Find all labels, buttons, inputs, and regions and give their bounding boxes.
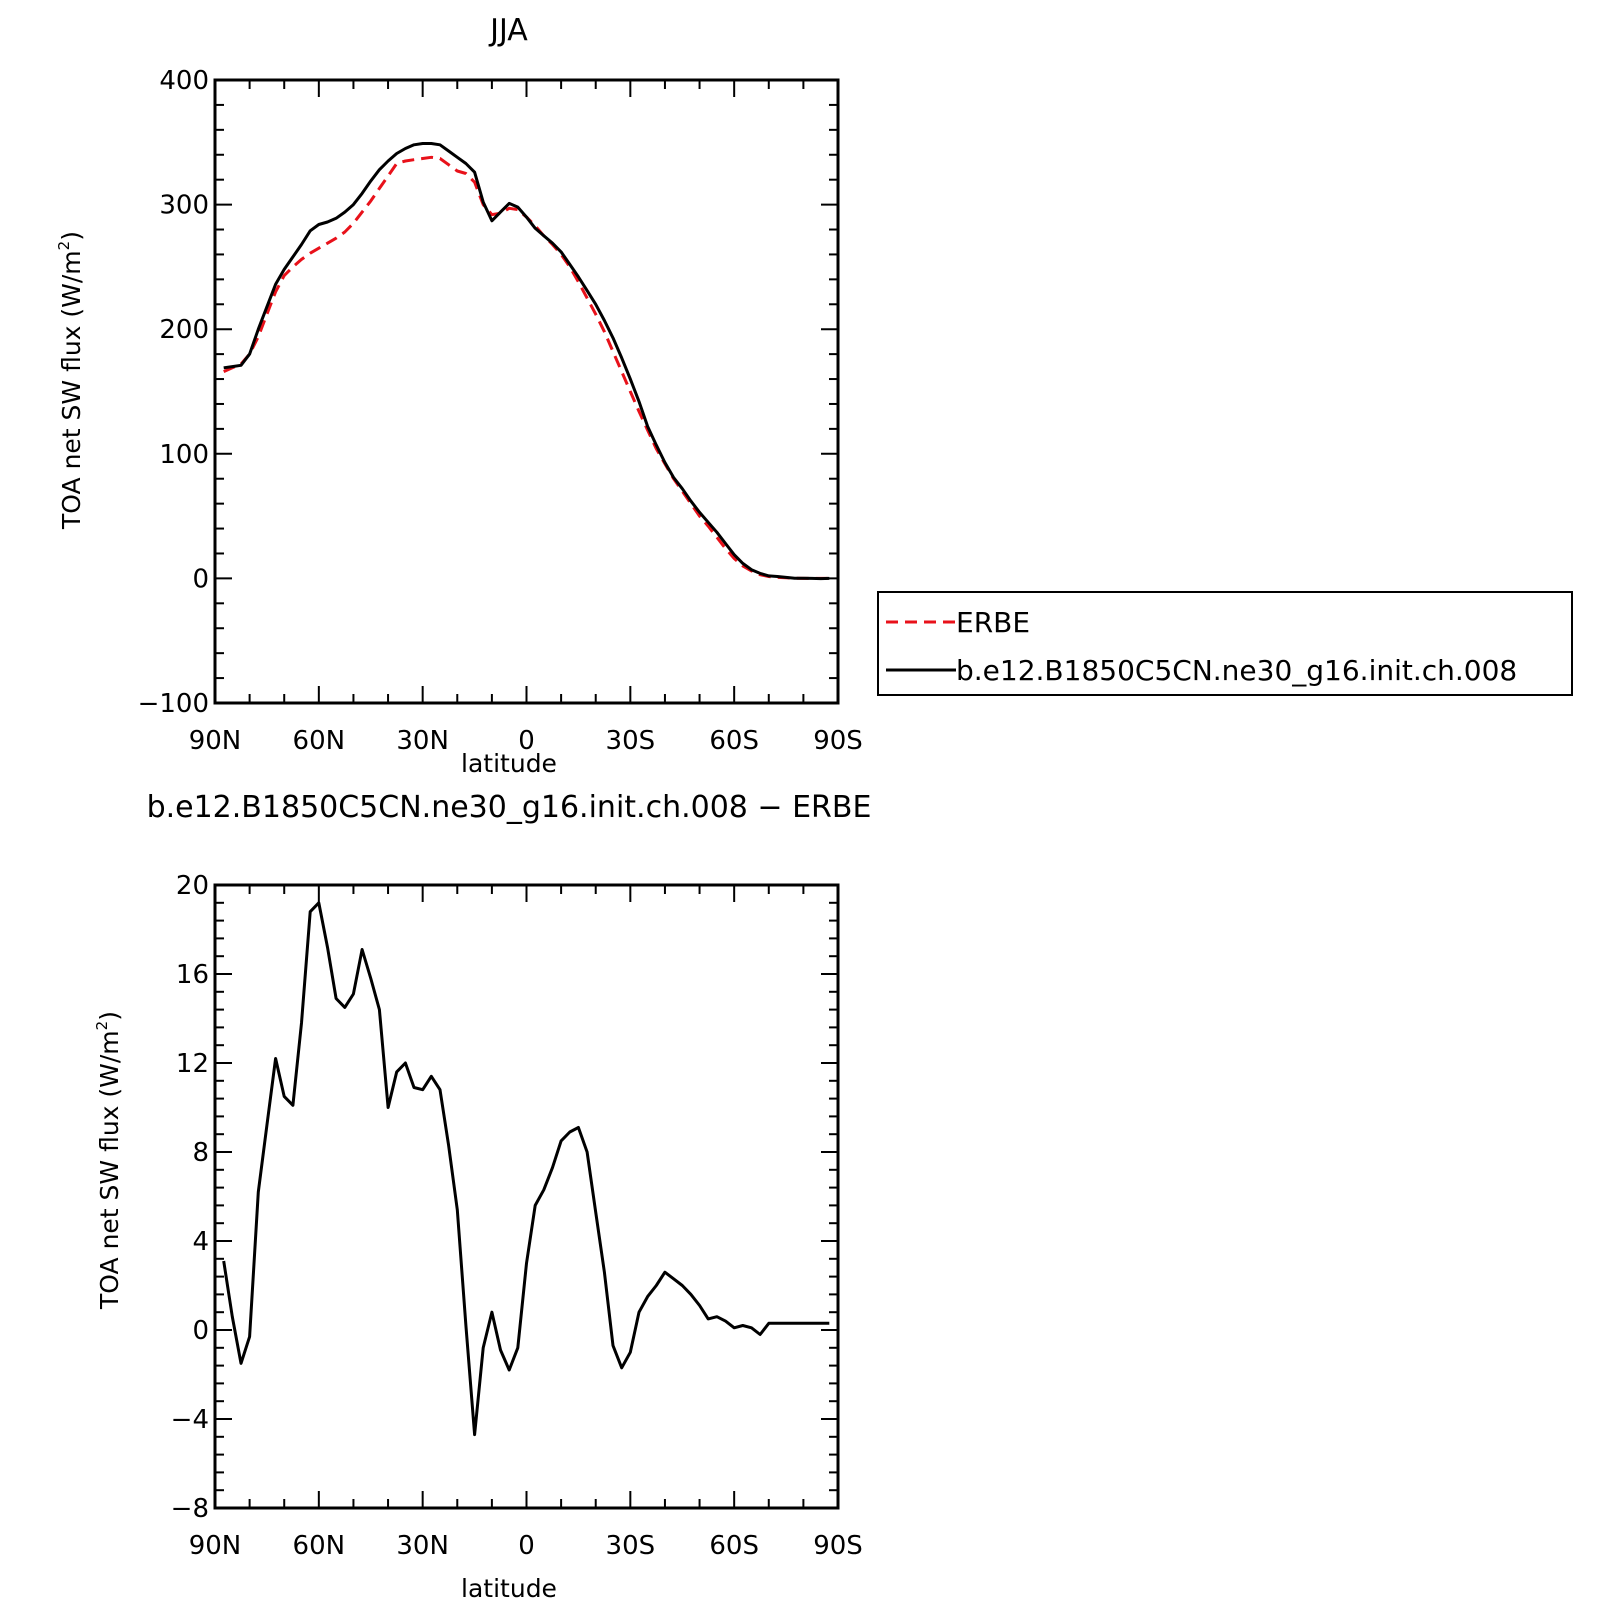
bottom-y-tick-label: 8 bbox=[192, 1138, 209, 1168]
top-x-tick-label: 30S bbox=[606, 726, 656, 756]
top-x-tick-label: 90N bbox=[189, 726, 242, 756]
legend-label-erbe: ERBE bbox=[956, 606, 1030, 639]
top-y-axis-title-main: TOA net SW flux (W/m bbox=[57, 250, 86, 530]
legend: ERBE b.e12.B1850C5CN.ne30_g16.init.ch.00… bbox=[877, 591, 1573, 696]
top-y-tick-label: 100 bbox=[159, 440, 209, 470]
bottom-y-tick-label: −4 bbox=[171, 1405, 209, 1435]
top-y-tick-label: −100 bbox=[138, 689, 209, 719]
bottom-series-line-difference bbox=[222, 901, 830, 1437]
bottom-chart-title: b.e12.B1850C5CN.ne30_g16.init.ch.008 − E… bbox=[147, 790, 872, 825]
bottom-y-axis-title: TOA net SW flux (W/m2) bbox=[93, 1011, 124, 1310]
bottom-panel: b.e12.B1850C5CN.ne30_g16.init.ch.008 − E… bbox=[93, 790, 871, 1603]
top-plot-area: 400 300 200 100 0 −100 90N 60N 30N 0 30S 60S 90S bbox=[138, 66, 863, 756]
bottom-x-tick-label: 60S bbox=[709, 1531, 759, 1561]
bottom-x-tick-label: 30N bbox=[396, 1531, 449, 1561]
top-x-tick-label: 90S bbox=[813, 726, 863, 756]
top-plot-frame bbox=[213, 78, 840, 705]
top-y-axis-title-superscript: 2 bbox=[55, 241, 73, 251]
bottom-y-axis-title-superscript: 2 bbox=[93, 1021, 111, 1031]
top-series-line-erbe bbox=[223, 155, 830, 580]
top-x-tick-label: 60S bbox=[709, 726, 759, 756]
top-x-axis-title: latitude bbox=[461, 749, 557, 778]
bottom-x-tick-label: 90N bbox=[189, 1531, 242, 1561]
bottom-x-tick-label: 30S bbox=[606, 1531, 656, 1561]
bottom-x-tick-label: 60N bbox=[293, 1531, 346, 1561]
bottom-plot-frame bbox=[213, 883, 840, 1510]
top-y-axis-title-close: ) bbox=[57, 231, 86, 241]
top-y-axis-title: TOA net SW flux (W/m2) bbox=[55, 231, 86, 530]
top-y-tick-label: 0 bbox=[192, 564, 209, 594]
top-x-tick-label: 0 bbox=[518, 726, 535, 756]
bottom-y-tick-label: 20 bbox=[176, 871, 209, 901]
top-y-tick-label: 300 bbox=[159, 191, 209, 221]
bottom-y-tick-label: 12 bbox=[176, 1049, 209, 1079]
top-x-tick-label: 60N bbox=[293, 726, 346, 756]
svg-text:TOA net SW flux (W/m2): TOA net SW flux (W/m2) bbox=[93, 1011, 124, 1310]
bottom-plot-area: 20 16 12 8 4 0 −4 −8 90N 60N 30N 0 30S 60S 90S bbox=[171, 871, 863, 1561]
top-y-tick-label: 200 bbox=[159, 315, 209, 345]
bottom-y-axis-title-main: TOA net SW flux (W/m bbox=[95, 1030, 124, 1310]
top-series-line-model bbox=[223, 142, 830, 581]
top-x-tick-label: 30N bbox=[396, 726, 449, 756]
bottom-y-tick-label: 4 bbox=[192, 1227, 209, 1257]
legend-label-model: b.e12.B1850C5CN.ne30_g16.init.ch.008 bbox=[956, 654, 1517, 687]
top-chart-title: JJA bbox=[488, 13, 528, 48]
svg-text:TOA net SW flux (W/m2): TOA net SW flux (W/m2) bbox=[55, 231, 86, 530]
bottom-x-tick-label: 90S bbox=[813, 1531, 863, 1561]
bottom-y-tick-label: 16 bbox=[176, 960, 209, 990]
bottom-x-axis-title: latitude bbox=[461, 1574, 557, 1603]
bottom-x-tick-label: 0 bbox=[518, 1531, 535, 1561]
bottom-y-axis-title-close: ) bbox=[95, 1011, 124, 1021]
bottom-y-tick-label: −8 bbox=[171, 1494, 209, 1524]
top-y-tick-label: 400 bbox=[159, 66, 209, 96]
legend-box bbox=[877, 591, 1573, 696]
bottom-y-tick-label: 0 bbox=[192, 1316, 209, 1346]
top-panel: JJA TOA net SW flux (W/m2) latitude 400 3… bbox=[55, 13, 863, 778]
